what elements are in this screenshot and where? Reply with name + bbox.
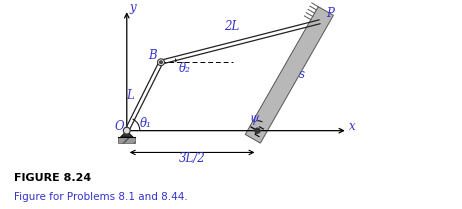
Polygon shape [245, 7, 334, 143]
Text: ψ: ψ [249, 112, 259, 125]
Text: s: s [299, 69, 305, 82]
Bar [118, 137, 135, 143]
Text: θ₁: θ₁ [140, 117, 152, 130]
Text: 3L/2: 3L/2 [179, 152, 206, 165]
Text: θ₂: θ₂ [179, 62, 191, 75]
Text: FIGURE 8.24: FIGURE 8.24 [14, 173, 91, 184]
Text: y: y [130, 1, 136, 14]
Text: P: P [326, 6, 334, 20]
Text: O: O [115, 120, 124, 133]
Text: L: L [126, 89, 134, 102]
Circle shape [158, 59, 164, 66]
Circle shape [123, 127, 130, 134]
Text: x: x [349, 120, 355, 133]
Circle shape [160, 61, 162, 64]
Polygon shape [121, 131, 133, 137]
Circle shape [255, 128, 260, 133]
Text: B: B [149, 50, 157, 62]
Text: 2L: 2L [224, 20, 239, 33]
Text: Figure for Problems 8.1 and 8.44.: Figure for Problems 8.1 and 8.44. [14, 192, 188, 202]
